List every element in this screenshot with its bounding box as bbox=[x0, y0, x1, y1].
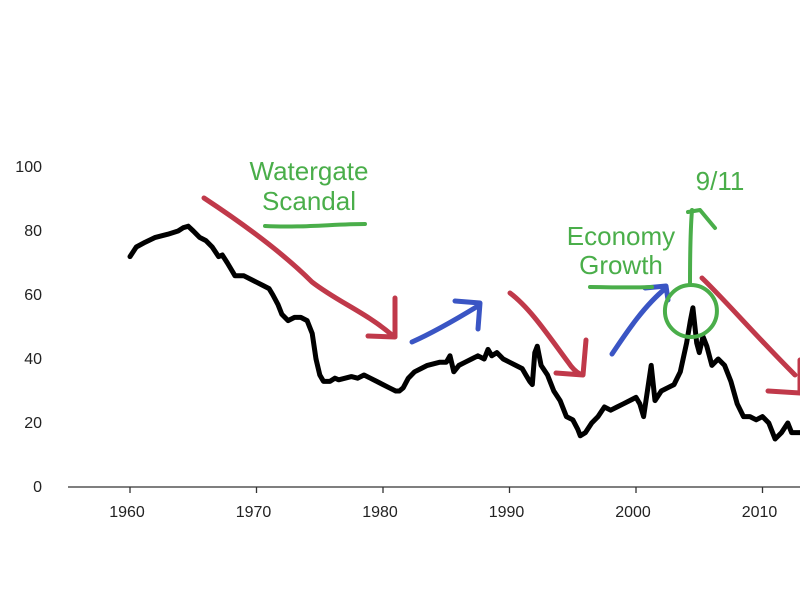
highlight-circle bbox=[662, 283, 719, 339]
trend-arrowhead bbox=[365, 295, 398, 340]
x-tick-label: 1980 bbox=[362, 504, 398, 521]
trend-arrowhead bbox=[452, 298, 483, 332]
annotation-economy: Economy bbox=[567, 221, 675, 251]
x-tick-label: 2000 bbox=[615, 504, 651, 521]
watergate-underline bbox=[263, 222, 367, 229]
series-line bbox=[127, 223, 800, 442]
x-tick-label: 2010 bbox=[742, 504, 778, 521]
trend-arrowhead bbox=[553, 337, 589, 378]
annotation-9-11: 9/11 bbox=[696, 166, 745, 196]
arrow-group bbox=[201, 195, 800, 396]
y-tick-label: 0 bbox=[33, 479, 42, 496]
trend-arrowhead bbox=[765, 357, 800, 396]
annotation-growth: Growth bbox=[579, 250, 663, 280]
trend-arrow-up bbox=[609, 285, 669, 357]
annotation-watergate: Watergate bbox=[250, 156, 369, 186]
y-tick-label: 20 bbox=[24, 415, 42, 432]
y-tick-label: 100 bbox=[15, 159, 42, 176]
x-tick-label: 1990 bbox=[489, 504, 525, 521]
tick-group: 1960 1970 1980 1990 2000 2010 0 20 40 60 80 100 bbox=[15, 159, 777, 521]
y-tick-label: 40 bbox=[24, 351, 42, 368]
y-tick-label: 60 bbox=[24, 287, 42, 304]
y-tick-label: 80 bbox=[24, 223, 42, 240]
nine-eleven-arrowhead bbox=[686, 208, 717, 230]
nine-eleven-arrow bbox=[688, 208, 694, 287]
x-tick-label: 1960 bbox=[109, 504, 145, 521]
annotation-decorations bbox=[263, 208, 719, 339]
trend-arrow-down bbox=[699, 275, 798, 378]
trend-arrow-up bbox=[409, 303, 481, 345]
x-tick-label: 1970 bbox=[236, 504, 272, 521]
trend-arrow-down bbox=[201, 195, 395, 338]
annotation-scandal: Scandal bbox=[262, 186, 356, 216]
trend-arrow-down bbox=[507, 290, 583, 377]
